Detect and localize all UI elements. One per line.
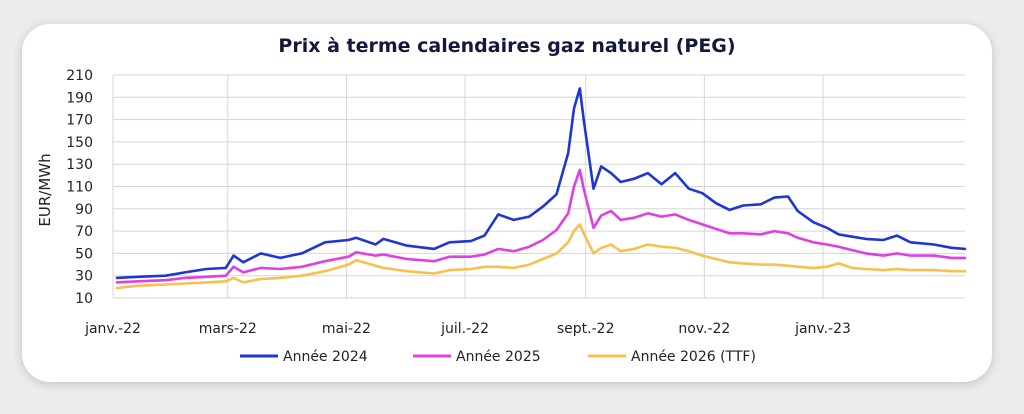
x-tick-label: sept.-22: [557, 321, 615, 337]
y-tick-label: 130: [66, 157, 93, 173]
y-tick-label: 30: [75, 269, 93, 285]
y-tick-label: 210: [66, 68, 93, 84]
x-tick-label: juil.-22: [440, 321, 489, 337]
chart-card: [22, 24, 992, 382]
y-axis-ticks: 10 30 50 70 90 110 130 150 170 190 210: [66, 68, 93, 307]
chart-title: Prix à terme calendaires gaz naturel (PE…: [278, 35, 735, 57]
y-tick-label: 90: [75, 202, 93, 218]
legend-label: Année 2025: [456, 349, 541, 365]
series-line-3: [115, 223, 967, 290]
x-tick-label: nov.-22: [678, 321, 730, 337]
series-line-2: [115, 168, 967, 284]
series-line-1: [115, 87, 967, 280]
x-tick-label: mars-22: [199, 321, 257, 337]
x-tick-label: janv.-23: [794, 321, 851, 337]
y-tick-label: 190: [66, 90, 93, 106]
y-tick-label: 150: [66, 135, 93, 151]
y-tick-label: 70: [75, 224, 93, 240]
x-tick-label: mai-22: [322, 321, 371, 337]
legend-label: Année 2024: [283, 349, 368, 365]
series-lines: [115, 87, 967, 290]
y-axis-label: EUR/MWh: [36, 153, 54, 226]
x-axis-ticks: janv.-22 mars-22 mai-22 juil.-22 sept.-22 nov…: [84, 321, 851, 337]
y-tick-label: 50: [75, 246, 93, 262]
x-tick-label: janv.-22: [84, 321, 141, 337]
y-tick-label: 170: [66, 113, 93, 129]
y-tick-label: 110: [66, 180, 93, 196]
grid: [112, 74, 965, 299]
y-tick-label: 10: [75, 291, 93, 307]
legend-label: Année 2026 (TTF): [631, 349, 756, 365]
legend: Année 2024 Année 2025 Année 2026 (TTF): [240, 349, 756, 365]
